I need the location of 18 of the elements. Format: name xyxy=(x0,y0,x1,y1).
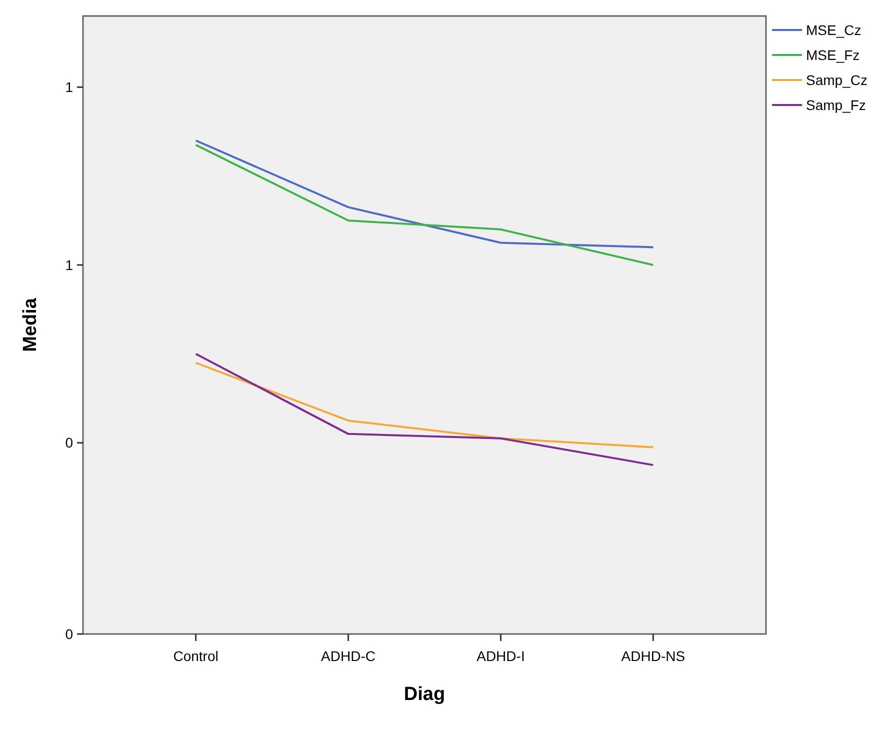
y-tick-label: 1 xyxy=(65,79,74,96)
line-series xyxy=(194,352,654,466)
y-axis-title: Media xyxy=(20,298,41,352)
legend-label: Samp_Fz xyxy=(806,96,866,113)
y-tick-label: 0 xyxy=(65,626,74,642)
x-tick-label: Control xyxy=(173,648,218,664)
line-series xyxy=(194,144,654,266)
y-tick-label: 0 xyxy=(65,434,74,451)
x-tick-label: ADHD-NS xyxy=(621,648,686,664)
y-tick-label: 1 xyxy=(65,256,74,273)
legend-label: MSE_Fz xyxy=(806,46,860,63)
x-axis-title: Diag xyxy=(404,684,446,705)
legend-label: Samp_Cz xyxy=(806,72,868,88)
legend-label: MSE_Cz xyxy=(806,22,862,38)
x-tick-label: ADHD-I xyxy=(476,648,525,664)
line-series xyxy=(194,362,654,448)
x-tick-label: ADHD-C xyxy=(321,648,376,664)
line-series xyxy=(194,139,654,248)
